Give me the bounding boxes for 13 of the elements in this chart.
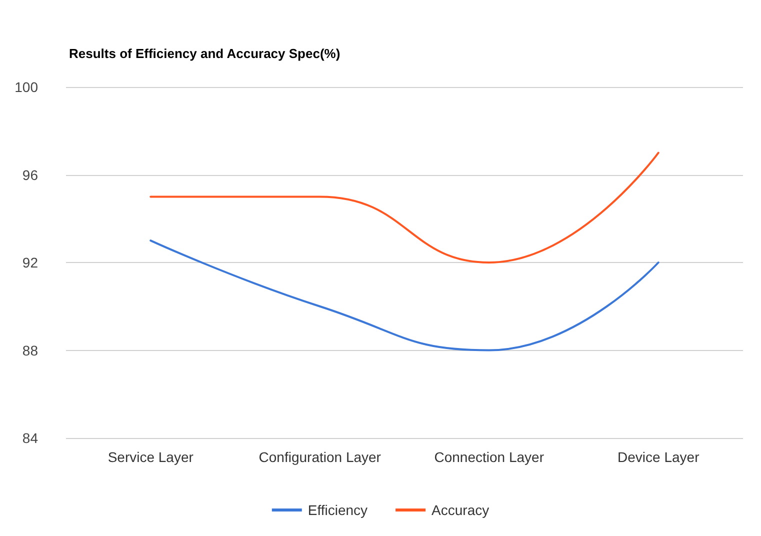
y-tick-label: 96 [22, 166, 38, 183]
y-tick-label: 84 [22, 430, 38, 446]
legend-label: Accuracy [432, 502, 490, 518]
x-tick-label: Device Layer [618, 449, 700, 465]
line-series [150, 240, 660, 352]
legend-label: Efficiency [308, 502, 368, 518]
y-tick-label: 92 [22, 254, 38, 270]
y-tick-label: 100 [14, 79, 38, 95]
x-tick-label: Service Layer [108, 449, 194, 465]
x-tick-label: Connection Layer [434, 449, 544, 465]
x-tick-label: Configuration Layer [258, 449, 382, 465]
y-tick-label: 88 [22, 342, 38, 358]
chart-title: Results of Efficiency and Accuracy Spec(%) [69, 46, 340, 61]
